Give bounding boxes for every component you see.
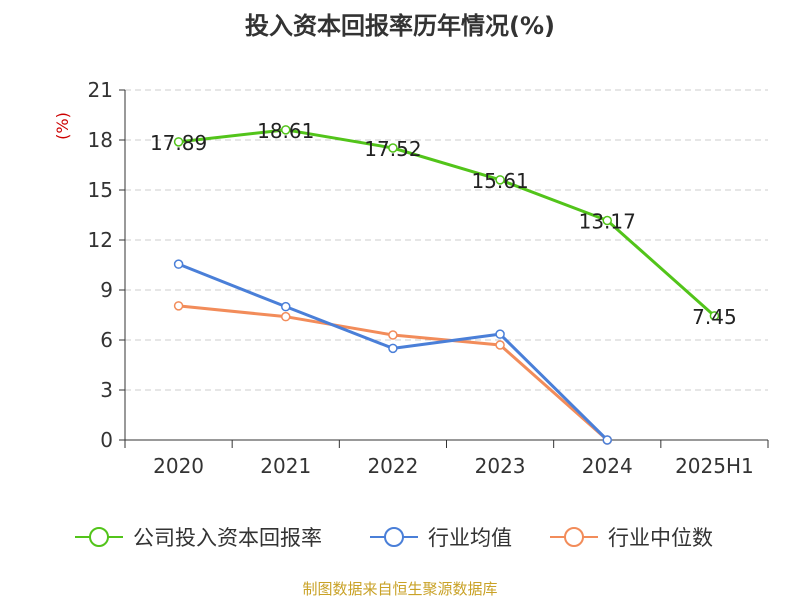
y-tick-label: 0 bbox=[100, 428, 113, 452]
legend-label: 行业均值 bbox=[428, 526, 512, 550]
y-tick-label: 12 bbox=[88, 228, 113, 252]
data-label: 15.61 bbox=[471, 169, 528, 193]
legend-swatch-marker bbox=[89, 527, 109, 547]
y-tick-label: 6 bbox=[100, 328, 113, 352]
y-axis-label: (%) bbox=[53, 112, 72, 140]
source-note: 制图数据来自恒生聚源数据库 bbox=[302, 580, 498, 598]
data-labels: 17.89 18.61 17.52 15.61 13.17 7.45 bbox=[150, 119, 737, 329]
y-tick-label: 21 bbox=[88, 78, 113, 102]
data-point bbox=[173, 259, 184, 269]
legend-swatch-marker bbox=[564, 527, 584, 547]
legend-swatch-marker bbox=[384, 527, 404, 547]
legend-label: 公司投入资本回报率 bbox=[133, 526, 322, 550]
data-point bbox=[388, 343, 398, 354]
data-point bbox=[495, 340, 505, 350]
data-point bbox=[388, 330, 398, 340]
series-line bbox=[178, 128, 716, 317]
data-point bbox=[173, 137, 184, 147]
y-tick-label: 9 bbox=[100, 278, 113, 302]
x-tick-label: 2023 bbox=[475, 454, 526, 478]
data-point bbox=[281, 311, 291, 322]
x-tick-label: 2022 bbox=[367, 454, 418, 478]
x-tick-label: 2020 bbox=[153, 454, 204, 478]
y-tick-label: 3 bbox=[100, 378, 113, 402]
data-label: 17.89 bbox=[150, 131, 207, 155]
data-label: 13.17 bbox=[579, 210, 636, 234]
data-label: 17.52 bbox=[364, 137, 421, 161]
data-point bbox=[495, 175, 505, 185]
data-point bbox=[602, 435, 612, 445]
axes: 0 3 6 9 12 15 18 21 2020 2021 2022 2023 2024 2025H1 bbox=[88, 78, 769, 478]
y-tick-label: 15 bbox=[88, 178, 113, 202]
series bbox=[173, 125, 720, 445]
legend-item: 行业均值 bbox=[370, 526, 512, 550]
data-point bbox=[709, 311, 720, 321]
series-line bbox=[178, 304, 609, 442]
chart-title: 投入资本回报率历年情况(%) bbox=[245, 12, 555, 40]
x-tick-label: 2021 bbox=[260, 454, 311, 478]
data-point bbox=[173, 301, 184, 311]
data-label: 18.61 bbox=[257, 119, 314, 143]
data-label: 7.45 bbox=[692, 305, 737, 329]
data-point bbox=[281, 301, 291, 312]
legend: 公司投入资本回报率 行业均值 行业中位数 bbox=[75, 526, 713, 550]
grid-lines bbox=[125, 89, 768, 391]
data-point bbox=[602, 215, 612, 226]
legend-item: 行业中位数 bbox=[550, 526, 713, 550]
data-point bbox=[495, 329, 505, 339]
data-point bbox=[388, 143, 398, 153]
x-tick-label: 2025H1 bbox=[675, 454, 754, 478]
data-point bbox=[281, 125, 291, 135]
x-tick-label: 2024 bbox=[582, 454, 633, 478]
legend-label: 行业中位数 bbox=[608, 526, 713, 550]
y-tick-label: 18 bbox=[88, 128, 113, 152]
legend-item: 公司投入资本回报率 bbox=[75, 526, 322, 550]
